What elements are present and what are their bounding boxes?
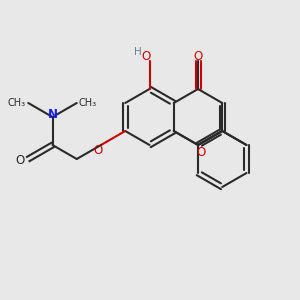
Text: N: N [47,107,58,121]
Text: CH₃: CH₃ [79,98,97,108]
Text: H: H [134,47,141,57]
Text: O: O [93,143,103,157]
Text: O: O [16,154,25,167]
Text: O: O [141,50,150,62]
Text: CH₃: CH₃ [7,98,25,108]
Text: O: O [196,146,206,158]
Text: O: O [194,50,202,62]
